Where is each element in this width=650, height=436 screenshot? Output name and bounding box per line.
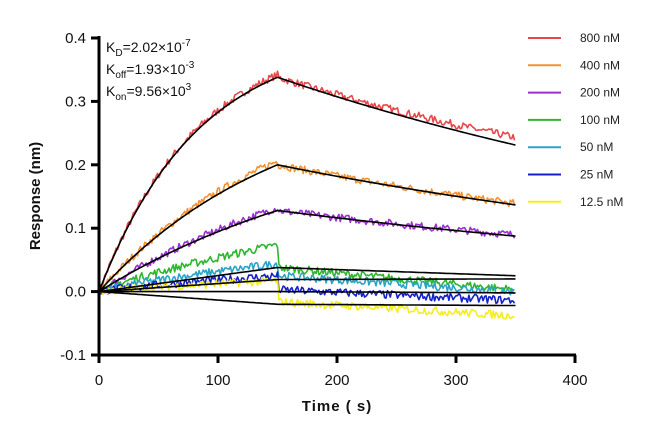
data-series-400-nm: [98, 160, 516, 290]
legend-label: 25 nM: [580, 168, 613, 182]
data-series-12-5-nm: [98, 276, 515, 320]
fit-curve-12-5-nm: [98, 290, 516, 307]
fit-curve-800-nm: [98, 76, 516, 292]
y-tick-label: 0.4: [65, 30, 86, 47]
y-axis-title: Response (nm): [27, 142, 44, 250]
y-tick-label: 0.2: [65, 157, 86, 174]
annotation-kon: Kon=9.56×103: [106, 82, 192, 103]
fit-curve-50-nm: [98, 278, 516, 293]
x-tick-label: 300: [443, 372, 468, 389]
legend-label: 200 nM: [580, 86, 620, 100]
y-tick-label: 0.0: [65, 284, 86, 301]
y-tick-label: 0.3: [65, 93, 86, 110]
x-axis-title: Time ( s): [302, 398, 372, 415]
data-series-800-nm: [98, 70, 516, 296]
ticks: 0 100 200 300 400 -0.1 0.0 0.1 0.2 0.3 0.4: [60, 30, 587, 389]
x-tick-label: 400: [562, 372, 587, 389]
legend: 800 nM 400 nM 200 nM 100 nM 50 nM 25 nM 12.5 n…: [528, 31, 623, 209]
x-tick-label: 100: [205, 372, 230, 389]
data-series-50-nm: [98, 260, 515, 296]
legend-label: 50 nM: [580, 140, 613, 154]
legend-label: 800 nM: [580, 31, 620, 45]
y-tick-label: -0.1: [60, 347, 86, 364]
fit-curve-400-nm: [98, 163, 516, 293]
annotation-koff: Koff=1.93×10-3: [106, 60, 195, 81]
fit-curve-25-nm: [99, 290, 516, 294]
data-series-100-nm: [98, 242, 515, 296]
annotation-kd: KD=2.02×10-7: [106, 38, 191, 59]
x-tick-label: 0: [95, 372, 103, 389]
fit-layer: [98, 76, 516, 307]
legend-label: 12.5 nM: [580, 195, 623, 209]
legend-label: 100 nM: [580, 113, 620, 127]
axes: [91, 36, 576, 360]
fit-curve-200-nm: [98, 209, 516, 293]
y-tick-label: 0.1: [65, 220, 86, 237]
x-tick-label: 200: [324, 372, 349, 389]
fit-curve-100-nm: [98, 266, 516, 293]
legend-label: 400 nM: [580, 58, 620, 72]
